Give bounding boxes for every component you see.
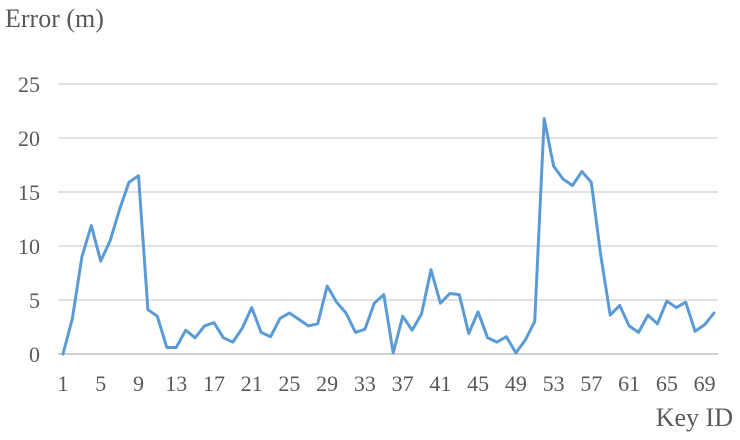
x-tick-label: 49 <box>505 371 527 396</box>
y-axis-label: Error (m) <box>5 4 104 33</box>
x-tick-label: 57 <box>580 371 602 396</box>
x-tick-label: 1 <box>58 371 69 396</box>
y-tick-label: 25 <box>18 72 40 97</box>
x-tick-label: 61 <box>618 371 640 396</box>
x-tick-labels: 1 5 9 13 17 21 25 29 33 37 41 45 49 53 57 61 65 69 <box>58 371 716 396</box>
y-tick-label: 10 <box>18 234 40 259</box>
x-tick-label: 29 <box>316 371 338 396</box>
y-tick-label: 0 <box>29 342 40 367</box>
gridlines <box>58 83 718 355</box>
x-axis-label: Key ID <box>656 403 733 432</box>
x-tick-label: 25 <box>278 371 300 396</box>
x-tick-label: 69 <box>694 371 716 396</box>
x-tick-label: 9 <box>133 371 144 396</box>
y-tick-label: 20 <box>18 126 40 151</box>
y-tick-label: 15 <box>18 180 40 205</box>
x-tick-label: 17 <box>203 371 225 396</box>
series-line <box>61 117 716 356</box>
x-tick-label: 37 <box>392 371 414 396</box>
x-tick-label: 13 <box>165 371 187 396</box>
x-tick-label: 65 <box>656 371 678 396</box>
y-tick-labels: 0 5 10 15 20 25 <box>18 72 40 367</box>
x-tick-label: 33 <box>354 371 376 396</box>
y-tick-label: 5 <box>29 288 40 313</box>
x-tick-label: 53 <box>543 371 565 396</box>
x-tick-label: 45 <box>467 371 489 396</box>
x-tick-label: 21 <box>241 371 263 396</box>
x-tick-label: 41 <box>429 371 451 396</box>
x-tick-label: 5 <box>95 371 106 396</box>
